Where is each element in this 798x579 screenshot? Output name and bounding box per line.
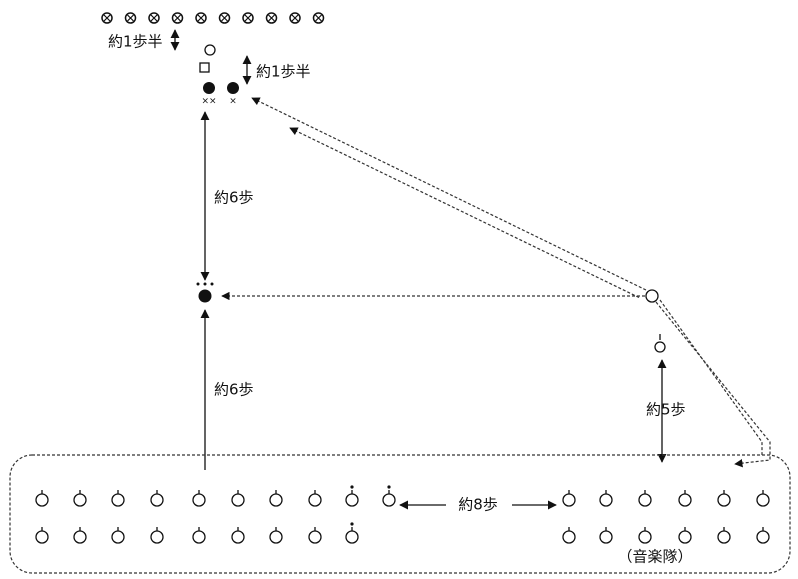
member (269, 493, 283, 507)
member (111, 530, 125, 544)
member (678, 530, 692, 544)
member (756, 493, 770, 507)
cross (221, 14, 228, 22)
member (269, 530, 283, 544)
member (599, 493, 613, 507)
step-label: 約8歩 (458, 496, 498, 514)
cross (197, 14, 205, 22)
dot (387, 485, 391, 489)
member (599, 530, 613, 544)
dot (350, 485, 354, 489)
path (289, 127, 641, 299)
person (645, 289, 659, 303)
person (654, 341, 666, 353)
member (382, 493, 396, 507)
member (717, 530, 731, 544)
mark: × (229, 97, 237, 107)
member (231, 493, 245, 507)
front-row (101, 12, 325, 24)
member (345, 493, 359, 507)
flag (199, 62, 210, 73)
person (203, 82, 215, 94)
person (227, 82, 239, 94)
path (655, 301, 771, 468)
mark: ×× (201, 97, 216, 107)
member (638, 530, 652, 544)
member (678, 493, 692, 507)
member (111, 493, 125, 507)
step-label: 約6歩 (214, 381, 254, 399)
member (192, 530, 206, 544)
member (35, 530, 49, 544)
person (204, 44, 216, 56)
band-label: （音楽隊） (617, 548, 692, 566)
member (231, 530, 245, 544)
member (562, 530, 576, 544)
dot (350, 522, 354, 526)
member (638, 493, 652, 507)
cross (150, 14, 158, 22)
member (73, 493, 87, 507)
member (308, 530, 322, 544)
cross (268, 14, 275, 22)
person (198, 289, 212, 303)
member (150, 493, 164, 507)
member (73, 530, 87, 544)
cross (127, 14, 134, 22)
step-label: 約5歩 (646, 401, 686, 419)
member (35, 493, 49, 507)
cross (103, 14, 111, 22)
dots (196, 282, 214, 286)
member (345, 530, 359, 544)
path (659, 299, 763, 455)
member (308, 493, 322, 507)
step-label: 約1歩半 (256, 63, 311, 81)
cross (244, 14, 252, 22)
cross (315, 14, 322, 22)
cross (291, 14, 299, 22)
step-label: 約6歩 (214, 189, 254, 207)
path (251, 97, 647, 291)
member (562, 493, 576, 507)
member (717, 493, 731, 507)
band-members (35, 485, 770, 544)
band-area (9, 454, 791, 574)
step-label: 約1歩半 (108, 33, 163, 51)
member (756, 530, 770, 544)
cross (174, 14, 181, 22)
member (192, 493, 206, 507)
member (150, 530, 164, 544)
